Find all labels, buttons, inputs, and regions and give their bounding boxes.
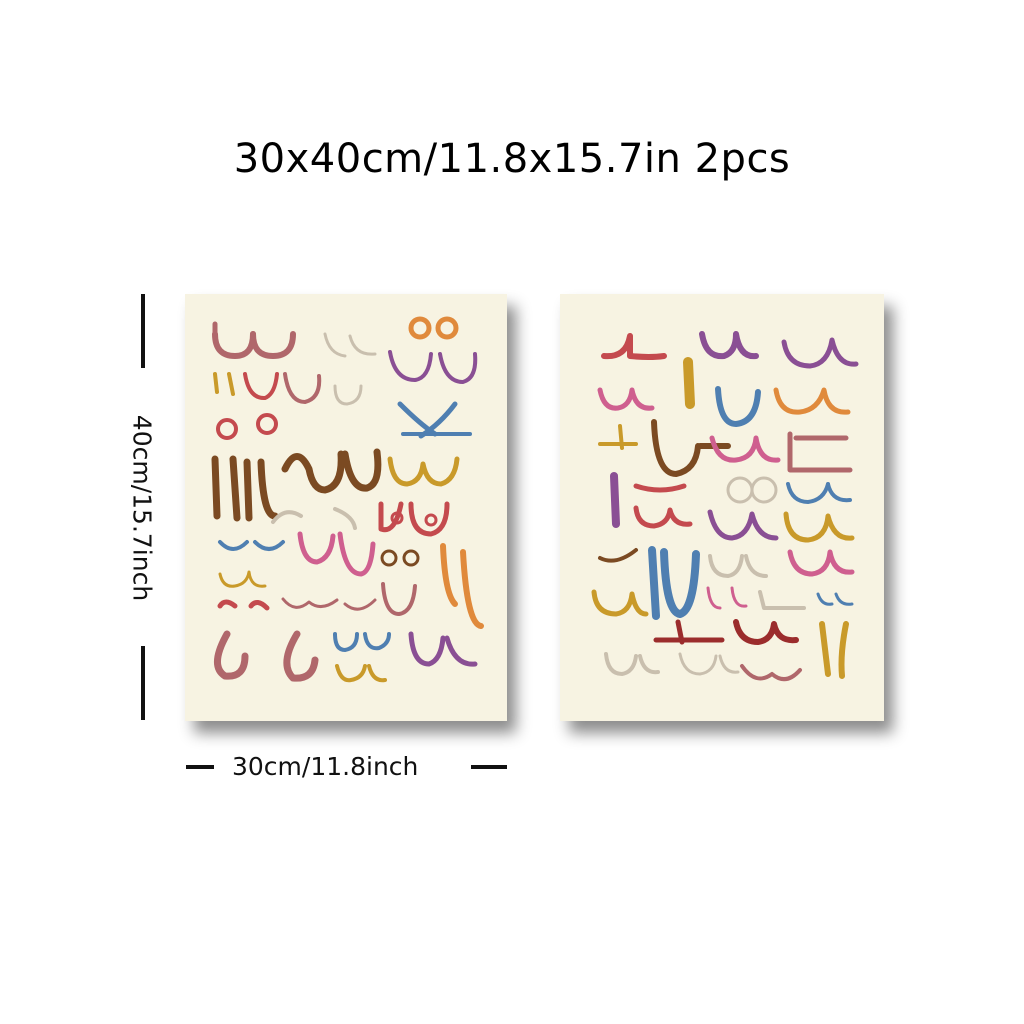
height-dimension-label: 40cm/15.7inch: [127, 414, 157, 602]
width-dimension-bar-right: [471, 765, 507, 769]
width-dimension-bar-left: [186, 765, 214, 769]
height-dimension-bar-bottom: [141, 646, 145, 720]
product-size-title: 30x40cm/11.8x15.7in 2pcs: [233, 136, 791, 182]
line-art-illustration-right: [591, 331, 859, 682]
poster-right: [560, 294, 884, 721]
width-dimension-label: 30cm/11.8inch: [232, 752, 419, 781]
poster-left: [185, 294, 507, 721]
height-dimension-bar-top: [141, 294, 145, 368]
line-art-illustration-left: [211, 316, 484, 683]
